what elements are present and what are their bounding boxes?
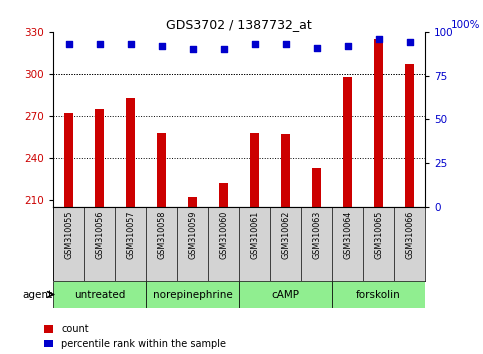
Point xyxy=(189,46,197,52)
Bar xyxy=(281,134,290,207)
Bar xyxy=(312,168,321,207)
Bar xyxy=(374,39,383,207)
Point xyxy=(65,41,72,47)
Text: agent: agent xyxy=(22,290,53,299)
Bar xyxy=(188,197,197,207)
Text: GSM310057: GSM310057 xyxy=(126,211,135,259)
Bar xyxy=(219,183,228,207)
Bar xyxy=(64,113,73,207)
Text: GSM310056: GSM310056 xyxy=(95,211,104,259)
Point xyxy=(127,41,134,47)
Bar xyxy=(332,281,425,308)
Bar xyxy=(95,109,104,207)
Text: GSM310058: GSM310058 xyxy=(157,211,166,259)
Text: GSM310065: GSM310065 xyxy=(374,211,383,259)
Point xyxy=(220,46,227,52)
Text: GSM310063: GSM310063 xyxy=(312,211,321,259)
Text: norepinephrine: norepinephrine xyxy=(153,290,232,299)
Text: forskolin: forskolin xyxy=(356,290,401,299)
Point xyxy=(282,41,289,47)
Text: GSM310055: GSM310055 xyxy=(64,211,73,259)
Text: untreated: untreated xyxy=(74,290,125,299)
Bar xyxy=(53,281,146,308)
Title: GDS3702 / 1387732_at: GDS3702 / 1387732_at xyxy=(166,18,312,31)
Point xyxy=(313,45,320,51)
Text: cAMP: cAMP xyxy=(271,290,299,299)
Text: GSM310061: GSM310061 xyxy=(250,211,259,259)
Text: GSM310066: GSM310066 xyxy=(405,211,414,259)
Point xyxy=(375,36,383,42)
Bar xyxy=(405,64,414,207)
Bar xyxy=(157,133,166,207)
Point xyxy=(158,43,166,49)
Point xyxy=(96,41,103,47)
Bar xyxy=(343,77,352,207)
Text: GSM310059: GSM310059 xyxy=(188,211,197,259)
Legend: count, percentile rank within the sample: count, percentile rank within the sample xyxy=(43,324,226,349)
Text: GSM310062: GSM310062 xyxy=(281,211,290,259)
Point xyxy=(406,40,413,45)
Bar xyxy=(146,281,239,308)
Point xyxy=(344,43,352,49)
Bar xyxy=(239,281,332,308)
Bar xyxy=(250,133,259,207)
Text: GSM310060: GSM310060 xyxy=(219,211,228,259)
Text: GSM310064: GSM310064 xyxy=(343,211,352,259)
Text: 100%: 100% xyxy=(451,20,481,30)
Bar xyxy=(126,98,135,207)
Point xyxy=(251,41,258,47)
